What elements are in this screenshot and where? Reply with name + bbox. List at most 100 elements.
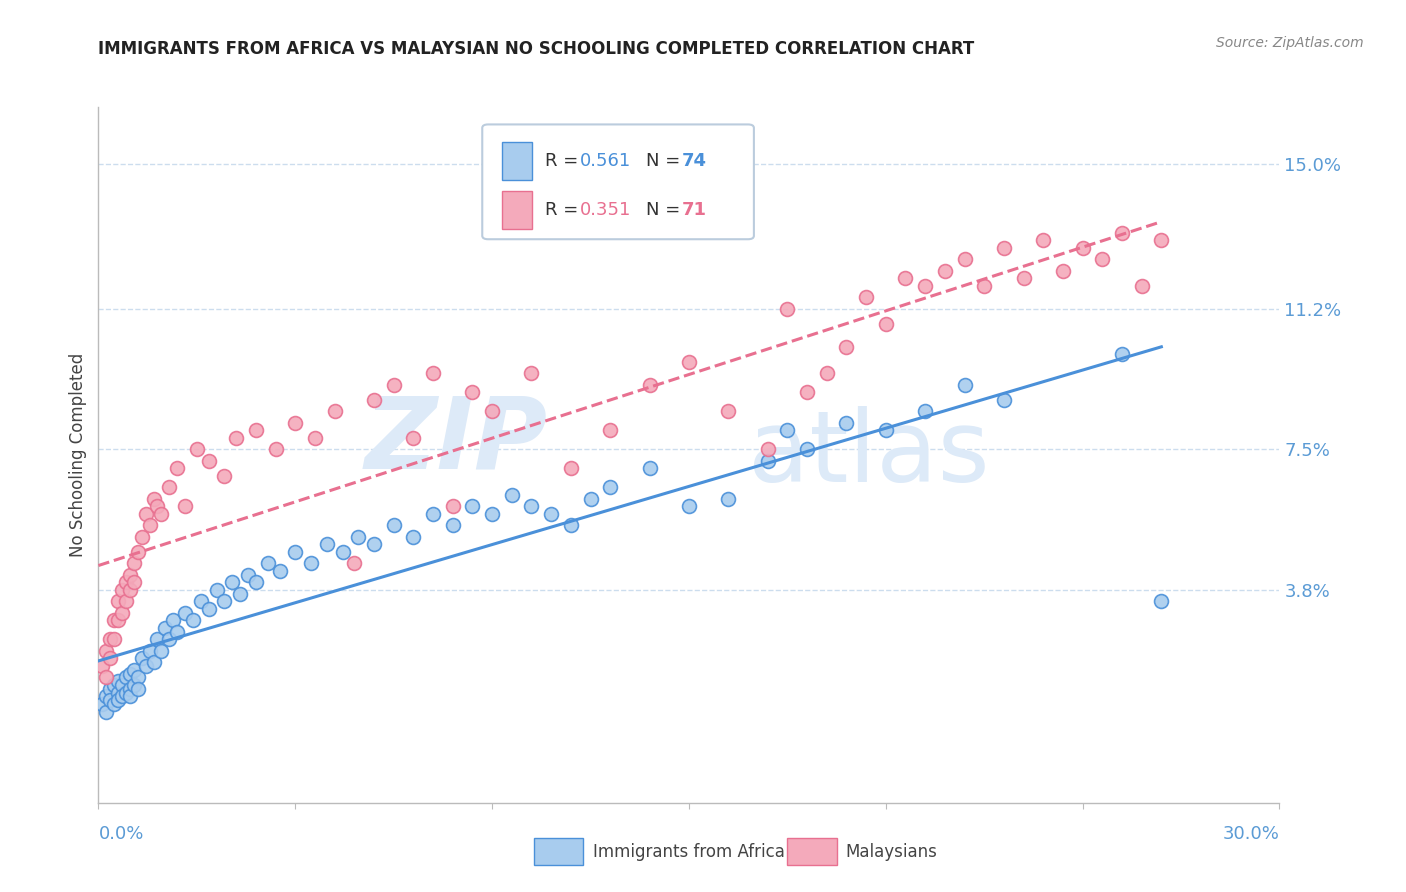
- Text: R =: R =: [546, 201, 583, 219]
- Point: [382, 518, 405, 533]
- Point: [875, 317, 897, 331]
- Point: [96, 705, 118, 719]
- Point: [323, 404, 346, 418]
- Point: [135, 507, 157, 521]
- Point: [115, 670, 138, 684]
- Point: [815, 366, 838, 380]
- Point: [347, 530, 370, 544]
- Point: [953, 252, 976, 266]
- Point: [118, 681, 141, 696]
- Point: [197, 602, 219, 616]
- Point: [269, 564, 291, 578]
- Point: [122, 678, 145, 692]
- Point: [993, 241, 1015, 255]
- Point: [461, 500, 484, 514]
- Point: [131, 651, 153, 665]
- Point: [560, 518, 582, 533]
- Text: IMMIGRANTS FROM AFRICA VS MALAYSIAN NO SCHOOLING COMPLETED CORRELATION CHART: IMMIGRANTS FROM AFRICA VS MALAYSIAN NO S…: [98, 40, 974, 58]
- Point: [122, 575, 145, 590]
- Point: [111, 582, 134, 597]
- Point: [638, 461, 661, 475]
- Point: [103, 678, 125, 692]
- Point: [299, 556, 322, 570]
- Point: [599, 480, 621, 494]
- Point: [118, 567, 141, 582]
- Point: [115, 594, 138, 608]
- Point: [103, 697, 125, 711]
- Point: [155, 621, 177, 635]
- Point: [264, 442, 287, 457]
- Point: [96, 670, 118, 684]
- FancyBboxPatch shape: [502, 191, 531, 229]
- Text: 30.0%: 30.0%: [1223, 825, 1279, 843]
- Point: [131, 530, 153, 544]
- Text: 74: 74: [682, 153, 707, 170]
- Point: [1150, 233, 1173, 247]
- Point: [1091, 252, 1114, 266]
- Text: N =: N =: [647, 153, 686, 170]
- Point: [103, 613, 125, 627]
- Point: [96, 690, 118, 704]
- Y-axis label: No Schooling Completed: No Schooling Completed: [69, 353, 87, 557]
- Point: [135, 659, 157, 673]
- Point: [796, 385, 818, 400]
- Point: [236, 567, 259, 582]
- Point: [111, 690, 134, 704]
- Text: R =: R =: [546, 153, 583, 170]
- Point: [157, 480, 180, 494]
- Point: [245, 575, 267, 590]
- Point: [481, 404, 503, 418]
- Point: [678, 355, 700, 369]
- Point: [166, 624, 188, 639]
- Point: [162, 613, 184, 627]
- Point: [256, 556, 278, 570]
- Point: [118, 690, 141, 704]
- Point: [190, 594, 212, 608]
- Point: [225, 431, 247, 445]
- Point: [1032, 233, 1054, 247]
- Point: [1012, 271, 1035, 285]
- Point: [756, 442, 779, 457]
- Point: [111, 678, 134, 692]
- Point: [115, 685, 138, 699]
- Point: [111, 606, 134, 620]
- Point: [481, 507, 503, 521]
- Point: [402, 431, 425, 445]
- FancyBboxPatch shape: [482, 124, 754, 239]
- Point: [993, 392, 1015, 407]
- Point: [579, 491, 602, 506]
- Point: [560, 461, 582, 475]
- Point: [214, 468, 236, 483]
- Text: ZIP: ZIP: [364, 392, 547, 490]
- Point: [1111, 347, 1133, 361]
- Point: [422, 366, 444, 380]
- Point: [107, 685, 129, 699]
- Point: [107, 693, 129, 707]
- Point: [127, 681, 149, 696]
- Point: [501, 488, 523, 502]
- Point: [103, 632, 125, 647]
- Point: [796, 442, 818, 457]
- Point: [934, 263, 956, 277]
- Point: [332, 545, 354, 559]
- Point: [118, 666, 141, 681]
- Point: [678, 500, 700, 514]
- Point: [127, 670, 149, 684]
- Point: [146, 500, 169, 514]
- Point: [214, 594, 236, 608]
- Point: [363, 537, 385, 551]
- Text: Source: ZipAtlas.com: Source: ZipAtlas.com: [1216, 36, 1364, 50]
- Text: Immigrants from Africa: Immigrants from Africa: [593, 843, 785, 861]
- Point: [284, 545, 307, 559]
- Point: [914, 404, 936, 418]
- Point: [229, 587, 252, 601]
- Point: [441, 500, 464, 514]
- Point: [138, 644, 160, 658]
- Point: [776, 301, 799, 316]
- Point: [1052, 263, 1074, 277]
- Text: Malaysians: Malaysians: [845, 843, 936, 861]
- Point: [96, 644, 118, 658]
- Point: [717, 404, 740, 418]
- Point: [756, 453, 779, 467]
- Text: atlas: atlas: [748, 407, 990, 503]
